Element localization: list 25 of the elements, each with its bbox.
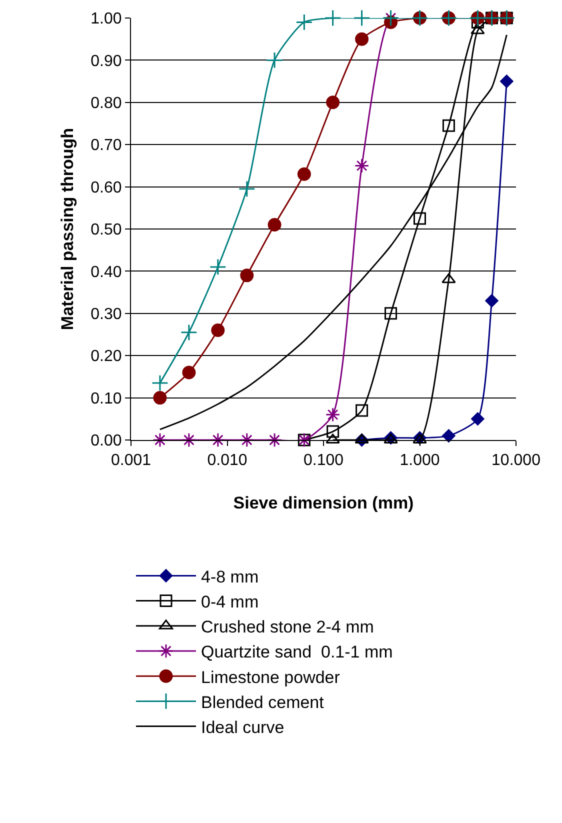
legend-label: 4-8 mm	[201, 567, 259, 586]
y-tick-label: 0.50	[90, 222, 122, 239]
legend-label: Quartzite sand 0.1-1 mm	[201, 642, 393, 662]
y-tick-label: 1.00	[90, 10, 122, 28]
y-tick-label: 0.30	[90, 306, 122, 323]
x-tick-label: 0.010	[207, 452, 248, 470]
legend-label: Blended cement	[201, 692, 324, 712]
x-tick-label: 0.001	[110, 452, 152, 470]
x-axis-title: Sieve dimension (mm)	[233, 494, 414, 513]
y-axis-title: Material passing through	[58, 128, 78, 330]
legend-label: Limestone powder	[201, 668, 340, 687]
y-tick-label: 0.90	[90, 52, 122, 70]
legend-label: 0-4 mm	[201, 592, 259, 612]
x-tick-label: 10.000	[492, 452, 541, 470]
y-tick-label: 0.20	[90, 348, 122, 366]
y-tick-label: 0.60	[90, 179, 122, 196]
y-tick-label: 0.00	[90, 432, 122, 450]
legend-label: Crushed stone 2-4 mm	[201, 618, 374, 637]
y-tick-label: 0.70	[90, 137, 122, 154]
legend-label: Ideal curve	[201, 718, 284, 737]
y-tick-label: 0.40	[90, 264, 122, 281]
x-tick-label: 1.000	[400, 452, 440, 470]
y-tick-label: 0.80	[90, 95, 122, 112]
x-tick-label: 0.100	[303, 452, 344, 470]
y-tick-label: 0.10	[90, 390, 122, 408]
